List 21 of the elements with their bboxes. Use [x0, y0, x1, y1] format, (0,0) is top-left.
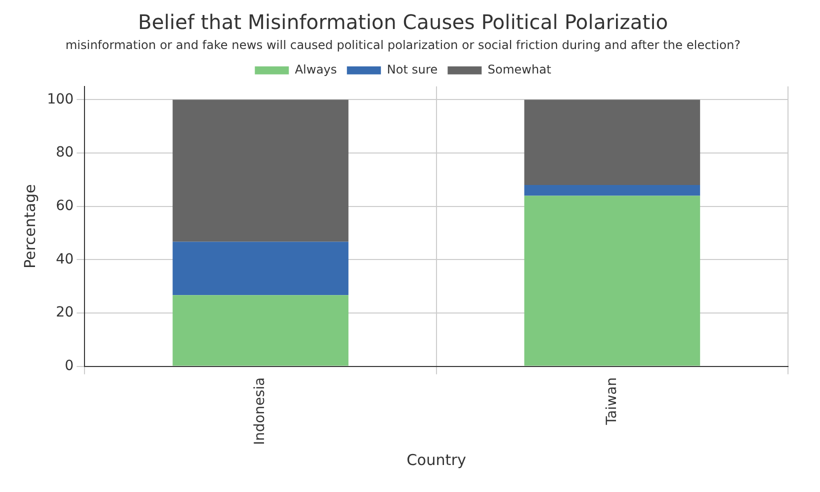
y-tick-label: 80 — [56, 144, 74, 161]
y-tick-label: 20 — [56, 304, 74, 321]
bar — [524, 196, 700, 366]
x-axis-title: Country — [406, 450, 466, 469]
bar — [524, 100, 700, 186]
chart-title: Belief that Misinformation Causes Political Polarizatio — [138, 10, 668, 34]
bar — [524, 185, 700, 196]
legend-title: misinformation or and fake news will caused political polarization or social friction during and after the election? — [65, 38, 741, 52]
bar — [172, 100, 348, 242]
legend-label: Somewhat — [488, 62, 552, 77]
bar — [172, 242, 348, 296]
y-tick-label: 60 — [56, 198, 74, 214]
x-tick-label: Taiwan — [604, 377, 620, 426]
bar — [172, 295, 348, 366]
y-axis-title: Percentage — [20, 184, 39, 269]
y-tick-label: 40 — [56, 251, 74, 268]
y-tick-label: 0 — [64, 358, 74, 374]
x-tick-label: Indonesia — [252, 377, 268, 445]
legend-label: Not sure — [386, 62, 438, 77]
y-tick-label: 100 — [46, 91, 74, 108]
legend-label: Always — [294, 62, 337, 77]
